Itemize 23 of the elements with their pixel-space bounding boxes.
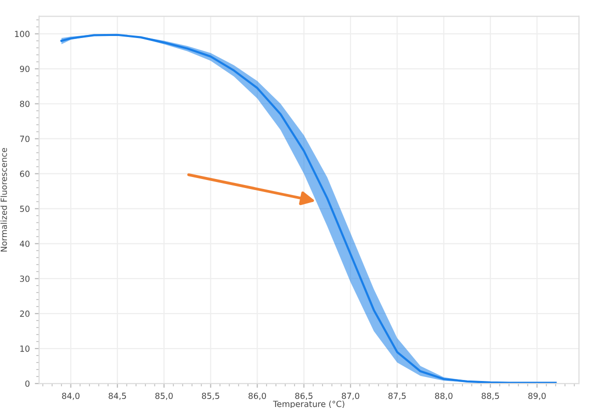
x-tick-label: 89,0 bbox=[528, 392, 546, 400]
x-tick-label: 87,0 bbox=[342, 392, 360, 400]
y-tick-label: 40 bbox=[20, 240, 30, 247]
y-tick-label: 20 bbox=[20, 310, 30, 317]
y-tick-label: 0 bbox=[25, 380, 30, 387]
y-axis-title: Normalized Fluorescence bbox=[0, 148, 7, 252]
y-tick-label: 70 bbox=[20, 136, 30, 142]
y-tick-label: 90 bbox=[20, 66, 30, 72]
y-tick-label: 10 bbox=[20, 346, 30, 352]
y-tick-label: 60 bbox=[20, 170, 30, 177]
x-tick-label: 84,0 bbox=[62, 392, 80, 400]
x-tick-label: 84,5 bbox=[108, 392, 126, 400]
y-tick-label: 50 bbox=[20, 206, 30, 212]
x-tick-label: 86,5 bbox=[295, 392, 312, 400]
y-tick-label: 80 bbox=[20, 100, 30, 108]
x-tick-label: 85,5 bbox=[202, 392, 220, 400]
x-tick-label: 88,0 bbox=[435, 392, 452, 400]
x-tick-label: 86,0 bbox=[248, 392, 266, 400]
y-tick-label: 100 bbox=[15, 30, 30, 38]
y-tick-label: 30 bbox=[20, 276, 30, 282]
x-tick-label: 87,5 bbox=[388, 392, 406, 400]
x-tick-label: 88,5 bbox=[482, 392, 499, 400]
x-tick-label: 85,0 bbox=[155, 392, 173, 400]
